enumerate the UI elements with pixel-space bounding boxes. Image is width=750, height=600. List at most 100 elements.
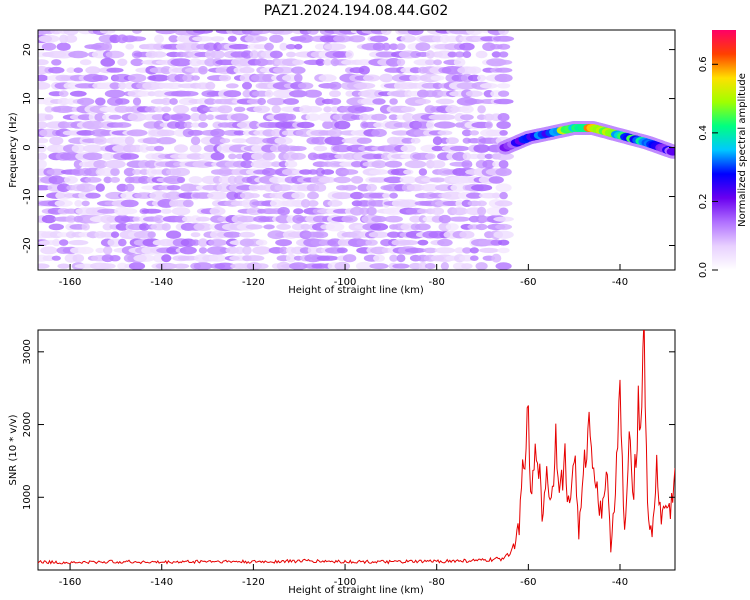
heatmap-cell: [76, 130, 95, 136]
heatmap-cell: [396, 58, 406, 66]
heatmap-cell: [177, 255, 199, 261]
heatmap-cell: [219, 138, 231, 144]
heatmap-cell: [85, 66, 101, 75]
heatmap-cell: [225, 83, 239, 89]
heatmap-cell: [432, 136, 443, 146]
heatmap-cell: [461, 129, 472, 137]
heatmap-cell: [273, 30, 294, 35]
spectrogram-frame: [37, 29, 676, 271]
heatmap-cell: [272, 66, 295, 74]
heatmap-cell: [262, 152, 276, 161]
heatmap-cell: [382, 192, 391, 199]
heatmap-cell: [431, 207, 445, 215]
heatmap-cell: [314, 183, 327, 192]
heatmap-cell: [154, 145, 164, 152]
heatmap-cell: [404, 247, 427, 254]
heatmap-cell: [234, 246, 245, 255]
heatmap-cell: [499, 130, 508, 136]
heatmap-cell: [328, 98, 342, 105]
heatmap-cell: [102, 223, 113, 231]
heatmap-cell: [124, 183, 135, 192]
heatmap-cell: [488, 176, 504, 184]
heatmap-cell: [44, 106, 54, 113]
heatmap-cell: [174, 144, 188, 153]
heatmap-cell: [115, 98, 130, 105]
heatmap-cell: [240, 50, 254, 59]
heatmap-cell: [133, 254, 156, 262]
heatmap-cell: [401, 106, 416, 113]
heatmap-cell: [190, 113, 201, 122]
heatmap-cell: [147, 231, 156, 239]
heatmap-cell: [369, 263, 389, 270]
heatmap-cell: [277, 207, 290, 216]
heatmap-cell: [95, 183, 105, 192]
heatmap-cell: [318, 74, 337, 82]
heatmap-cell: [223, 90, 242, 98]
heatmap-cell: [404, 160, 427, 169]
heatmap-cell: [477, 105, 486, 114]
heatmap-cell: [291, 192, 306, 200]
y-tick-label: 10: [22, 92, 33, 105]
heatmap-cell: [127, 112, 147, 122]
heatmap-cell: [459, 230, 475, 239]
heatmap-cell: [249, 120, 260, 130]
heatmap-cell: [493, 216, 514, 222]
heatmap-cell: [48, 223, 64, 231]
heatmap-cell: [391, 130, 411, 136]
x-tick-label: -100: [334, 577, 357, 588]
heatmap-cell: [355, 261, 373, 270]
heatmap-cell: [327, 200, 343, 207]
y-tick-label: 20: [22, 43, 33, 56]
heatmap-cell: [359, 207, 370, 215]
heatmap-cell: [429, 160, 446, 169]
heatmap-cell: [109, 82, 121, 90]
heatmap-cell: [223, 231, 242, 238]
heatmap-cell: [195, 216, 211, 222]
heatmap-cell: [188, 176, 203, 184]
heatmap-cell: [242, 89, 252, 98]
colorbar-gradient: [712, 30, 736, 270]
heatmap-cell: [469, 247, 479, 254]
colorbar-tick-label: 0.2: [698, 193, 709, 209]
heatmap-cell: [371, 215, 387, 223]
heatmap-cell: [454, 51, 465, 58]
heatmap-cell: [495, 223, 512, 230]
heatmap-cell: [190, 122, 201, 128]
heatmap-cell: [492, 161, 501, 168]
heatmap-cell: [93, 136, 108, 145]
heatmap-cell: [178, 90, 199, 97]
heatmap-cell: [132, 169, 142, 175]
heatmap-cell: [418, 168, 428, 176]
heatmap-cell: [466, 30, 483, 35]
heatmap-cell: [124, 136, 135, 145]
heatmap-cell: [95, 247, 106, 254]
heatmap-cell: [192, 36, 214, 42]
heatmap-cell: [82, 144, 104, 153]
heatmap-cell: [285, 253, 297, 263]
heatmap-cell: [116, 183, 128, 192]
heatmap-cell: [198, 247, 208, 254]
heatmap-cell: [76, 97, 95, 106]
heatmap-cell: [274, 136, 293, 145]
heatmap-cell: [368, 231, 390, 238]
heatmap-cell: [227, 175, 237, 185]
heatmap-cell: [115, 223, 129, 231]
heatmap-cell: [402, 112, 415, 122]
heatmap-cell: [398, 199, 419, 208]
heatmap-cell: [120, 199, 139, 208]
heatmap-cell: [300, 199, 311, 208]
heatmap-cell: [333, 176, 352, 184]
heatmap-cell: [289, 90, 308, 98]
heatmap-cell: [69, 90, 87, 97]
heatmap-cell: [424, 153, 436, 160]
heatmap-cell: [381, 30, 392, 35]
heatmap-cell: [494, 200, 513, 207]
heatmap-cell: [269, 34, 284, 43]
heatmap-cell: [210, 128, 226, 138]
heatmap-cell: [368, 177, 390, 183]
heatmap-cell: [176, 176, 186, 184]
heatmap-cell: [456, 82, 478, 90]
heatmap-cell: [93, 159, 108, 169]
heatmap-cell: [41, 42, 57, 51]
heatmap-cell: [166, 246, 182, 255]
